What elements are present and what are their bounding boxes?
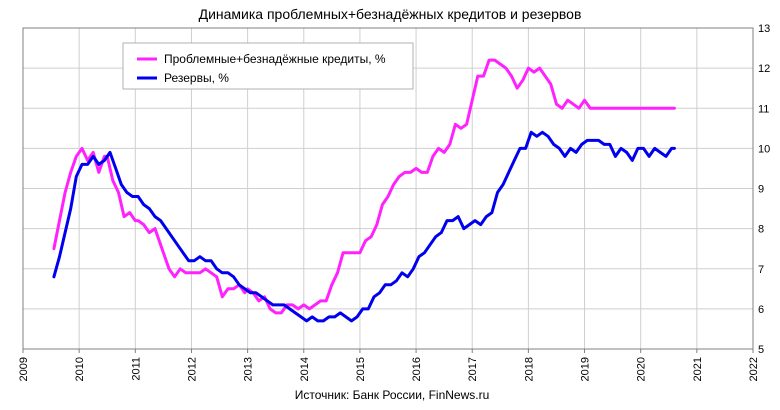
x-tick-label: 2011 xyxy=(130,357,142,381)
y-tick-label: 8 xyxy=(758,224,764,236)
x-tick-label: 2009 xyxy=(18,357,30,381)
y-tick-label: 9 xyxy=(758,184,764,196)
legend-label: Резервы, % xyxy=(164,71,229,85)
source-note: Источник: Банк России, FinNews.ru xyxy=(295,388,490,402)
x-tick-label: 2017 xyxy=(467,357,479,381)
x-tick-label: 2019 xyxy=(580,357,592,381)
reserves-line xyxy=(52,130,676,323)
x-tick-label: 2013 xyxy=(243,357,255,381)
y-tick-label: 13 xyxy=(758,23,770,35)
x-tick-label: 2012 xyxy=(186,357,198,381)
x-tick-label: 2015 xyxy=(355,357,367,381)
x-tick-label: 2016 xyxy=(411,357,423,381)
legend-label: Проблемные+безнадёжные кредиты, % xyxy=(164,52,386,66)
legend: Проблемные+безнадёжные кредиты, % Резервы… xyxy=(122,42,414,90)
y-tick-label: 7 xyxy=(758,264,764,276)
y-tick-label: 5 xyxy=(758,344,764,356)
y-tick-label: 6 xyxy=(758,304,764,316)
x-tick-label: 2018 xyxy=(523,357,535,381)
axes: 2009 2010 2011 2012 2013 2014 2015 2016 2017 2018… xyxy=(18,23,770,381)
x-tick-label: 2021 xyxy=(692,357,704,381)
chart-title: Динамика проблемных+безнадёжных кредитов… xyxy=(199,6,582,22)
y-tick-label: 11 xyxy=(758,103,769,115)
x-tick-label: 2010 xyxy=(74,357,86,381)
legend-box xyxy=(122,42,414,90)
y-tick-label: 12 xyxy=(758,63,770,75)
problem-loans-line xyxy=(52,58,676,315)
x-tick-label: 2022 xyxy=(748,357,760,381)
plot-frame xyxy=(22,27,754,350)
x-tick-label: 2014 xyxy=(299,357,311,381)
series-lines xyxy=(52,58,676,323)
y-tick-label: 10 xyxy=(758,143,770,155)
x-tick-label: 2020 xyxy=(636,357,648,381)
